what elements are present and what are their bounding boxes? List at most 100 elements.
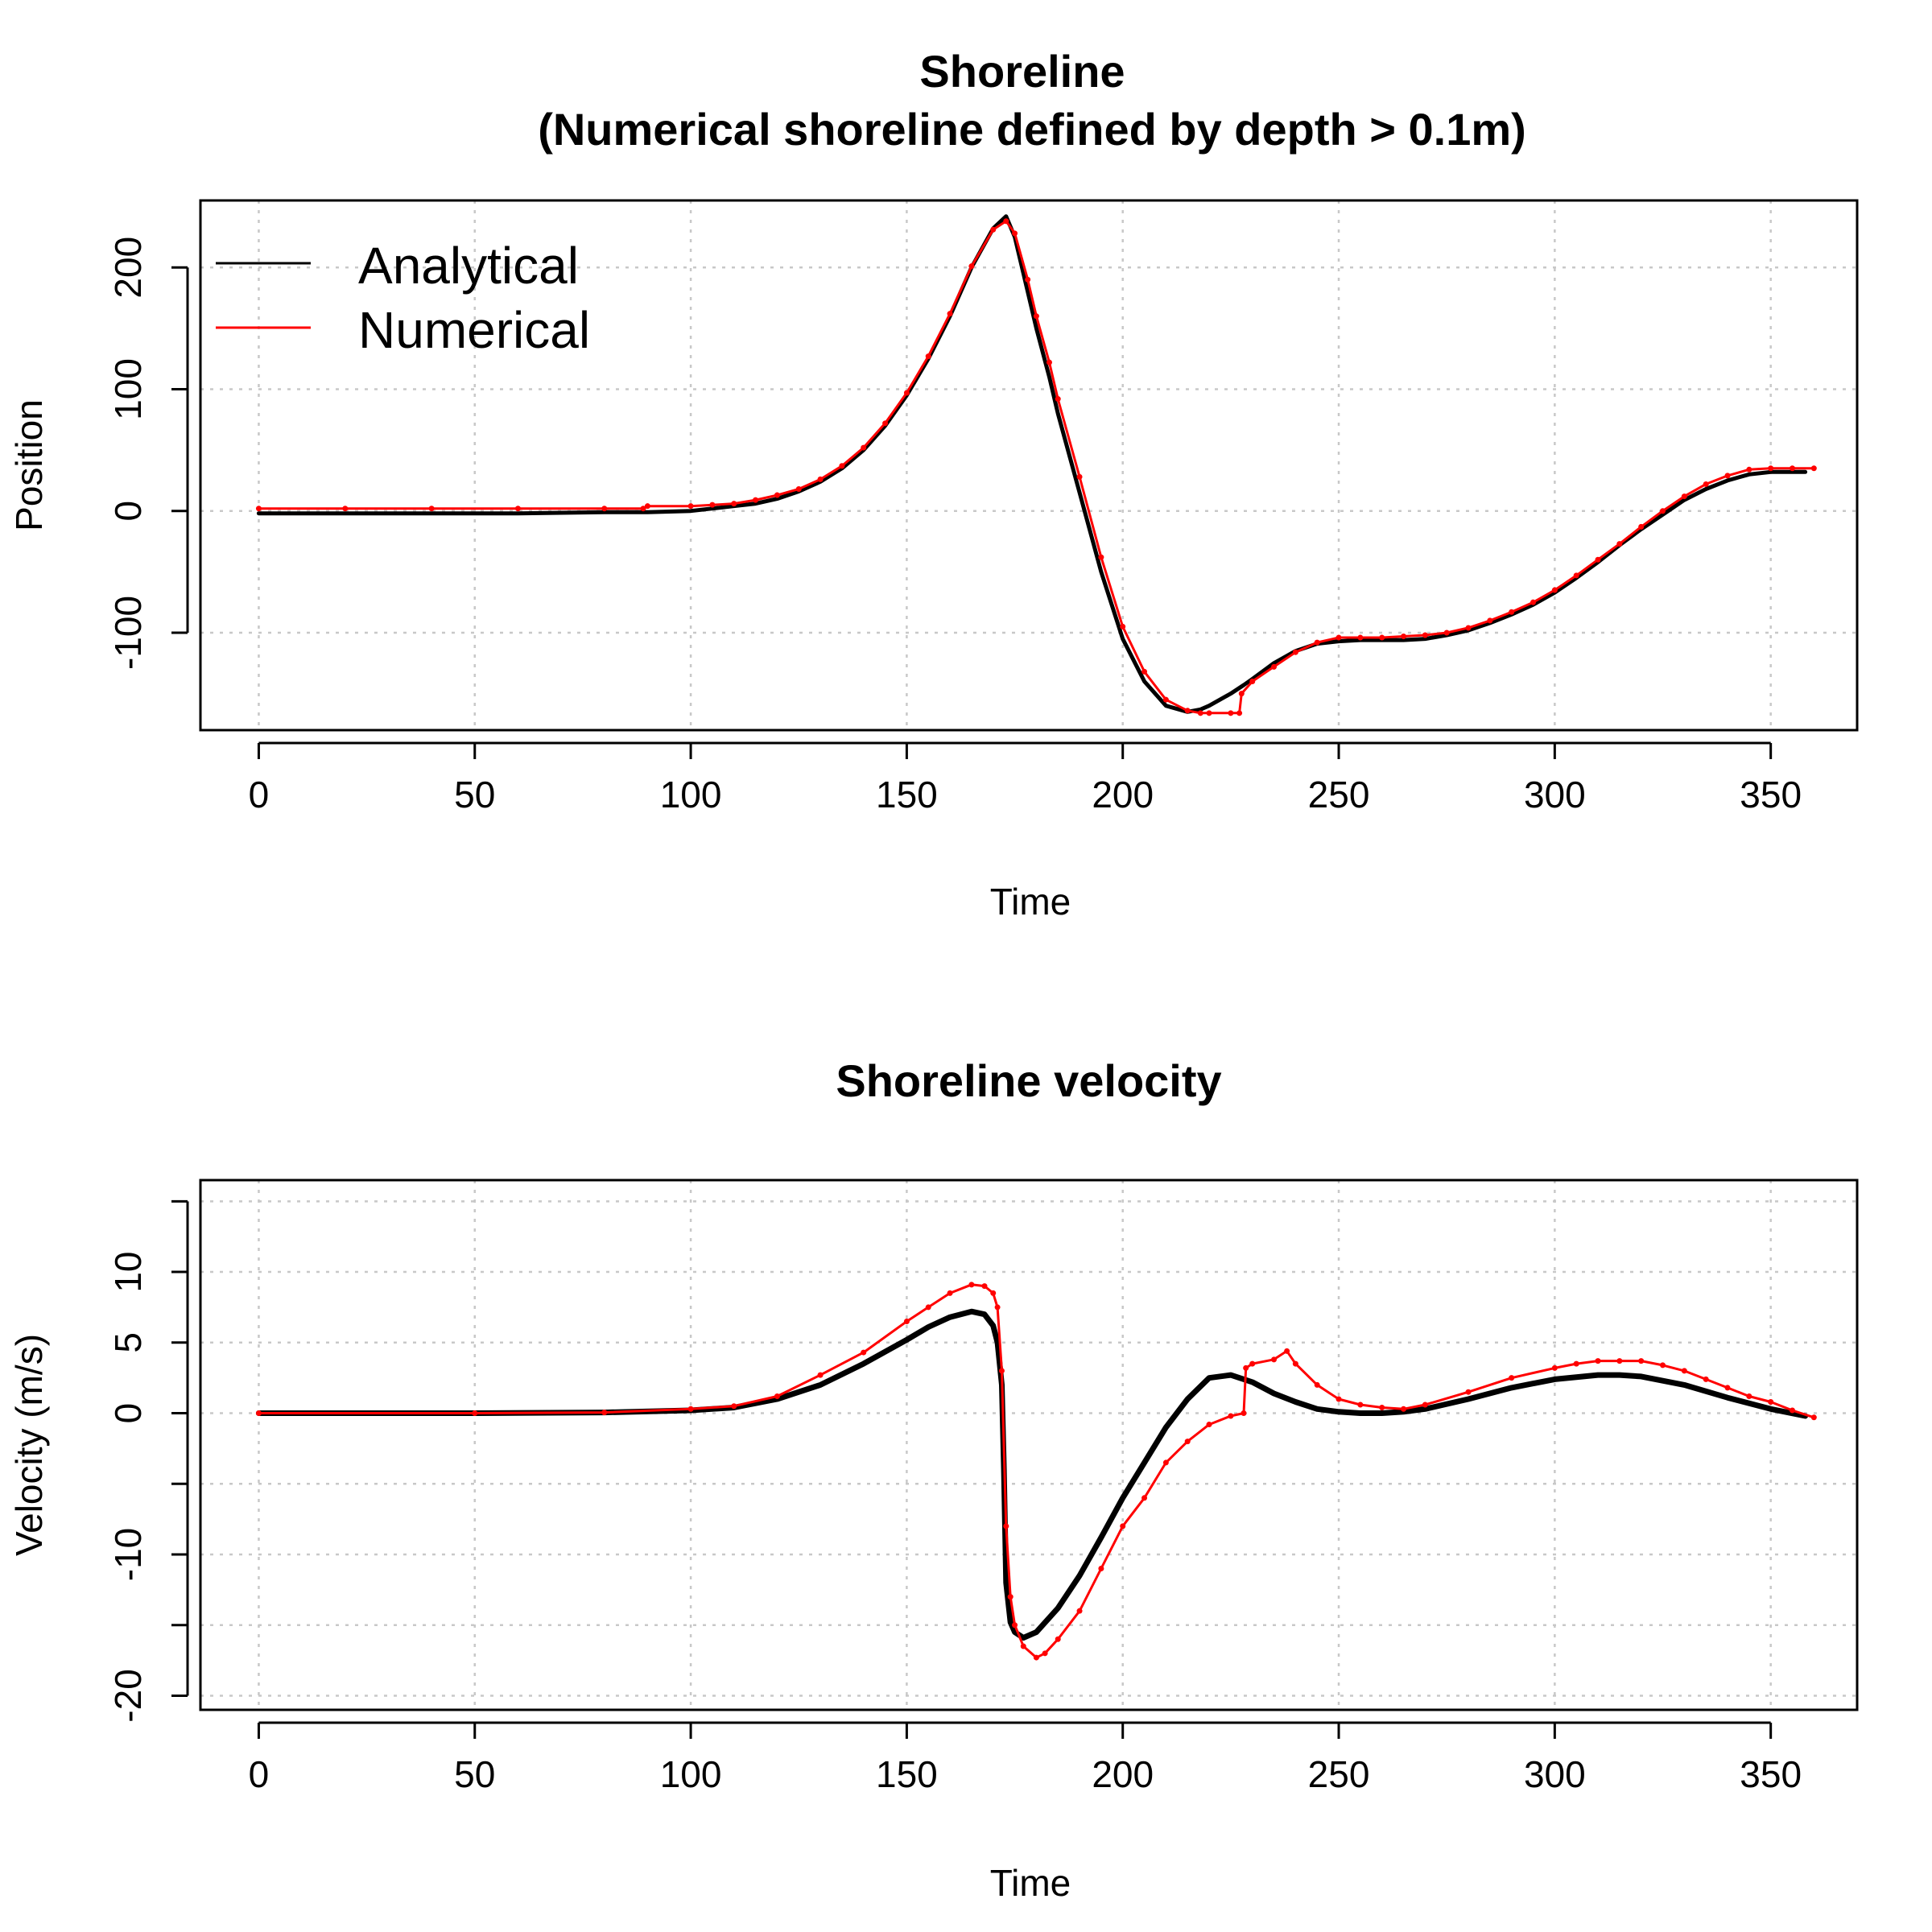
position-numerical-point <box>1238 691 1245 697</box>
position-numerical-point <box>1810 465 1817 472</box>
position-numerical-point <box>882 420 889 427</box>
velocity-chart-title: Shoreline velocity <box>836 1055 1221 1106</box>
position-plot-frame <box>199 199 1859 732</box>
position-numerical-point <box>1703 481 1709 487</box>
velocity-numerical-point <box>1465 1389 1472 1395</box>
position-numerical-point <box>1271 663 1278 670</box>
position-numerical-point <box>795 485 802 492</box>
position-numerical-point <box>947 311 953 317</box>
legend-label-analytical: Analytical <box>358 237 579 295</box>
velocity-numerical-point <box>994 1304 1001 1311</box>
position-x-tick-label: 300 <box>1524 774 1586 815</box>
velocity-x-tick-label: 150 <box>876 1753 938 1795</box>
position-numerical-point <box>903 390 910 396</box>
position-numerical-point <box>1530 599 1537 605</box>
position-numerical-point <box>1184 708 1191 714</box>
velocity-numerical-point <box>1509 1375 1515 1381</box>
position-y-tick-label: 200 <box>107 237 149 299</box>
position-numerical-point <box>1098 554 1104 560</box>
velocity-series-numerical <box>257 1283 1815 1659</box>
position-numerical-point <box>687 503 694 510</box>
velocity-numerical-point <box>731 1403 737 1410</box>
velocity-numerical-point <box>990 1290 997 1296</box>
position-series-numerical <box>257 220 1815 715</box>
velocity-numerical-point <box>1284 1348 1290 1354</box>
velocity-y-tick-label: -20 <box>107 1669 149 1722</box>
position-numerical-point <box>1162 696 1169 703</box>
position-grid <box>200 200 1857 730</box>
position-y-tick-label: -100 <box>107 596 149 670</box>
position-y-tick-label: 100 <box>107 358 149 420</box>
velocity-numerical-point <box>472 1410 478 1417</box>
velocity-numerical-point <box>1790 1407 1796 1414</box>
position-numerical-point <box>1003 218 1009 225</box>
velocity-x-tick-label: 50 <box>454 1753 495 1795</box>
velocity-numerical-point <box>1184 1439 1191 1445</box>
velocity-numerical-point <box>1768 1398 1774 1405</box>
velocity-numerical-point <box>1141 1495 1148 1501</box>
position-numerical-point <box>1236 710 1243 716</box>
position-numerical-point <box>1573 572 1579 579</box>
velocity-numerical-point <box>1422 1402 1428 1408</box>
velocity-numerical-point <box>981 1283 988 1290</box>
position-numerical-point <box>1249 678 1256 684</box>
position-x-tick-label: 200 <box>1092 774 1154 815</box>
position-chart-subtitle: (Numerical shoreline defined by depth > … <box>538 104 1526 155</box>
velocity-y-tick-label: -10 <box>107 1528 149 1581</box>
position-numerical-point <box>1335 634 1342 641</box>
velocity-y-tick-label: 5 <box>107 1332 149 1353</box>
velocity-x-tick-label: 0 <box>249 1753 270 1795</box>
position-numerical-point <box>1206 710 1212 716</box>
position-numerical-point <box>839 463 845 469</box>
velocity-plot-frame <box>199 1179 1859 1711</box>
position-x-tick-label: 350 <box>1740 774 1802 815</box>
velocity-numerical-point <box>1660 1362 1666 1368</box>
position-x-axis-label: Time <box>990 881 1071 923</box>
position-numerical-point <box>753 497 759 503</box>
velocity-series-analytical <box>255 1308 1809 1641</box>
position-y-tick-label: 0 <box>107 501 149 522</box>
position-numerical-point <box>1046 359 1052 365</box>
velocity-numerical-point <box>1551 1364 1558 1371</box>
position-panel: Shoreline (Numerical shoreline defined b… <box>8 46 1859 923</box>
velocity-grid <box>200 1180 1857 1710</box>
position-numerical-point <box>1314 639 1320 646</box>
position-numerical-point <box>774 492 780 498</box>
velocity-x-axis-label: Time <box>990 1862 1071 1904</box>
legend: Analytical Numerical <box>216 237 590 359</box>
position-numerical-point <box>1465 625 1472 631</box>
velocity-numerical-point <box>1033 1654 1039 1661</box>
velocity-numerical-point <box>1206 1422 1212 1428</box>
velocity-numerical-point <box>1616 1358 1623 1364</box>
velocity-numerical-point <box>968 1282 975 1288</box>
velocity-numerical-point <box>687 1406 694 1412</box>
position-numerical-point <box>1487 617 1493 624</box>
velocity-numerical-point <box>1271 1356 1278 1363</box>
position-numerical-point <box>925 353 931 360</box>
velocity-numerical-point <box>1243 1364 1249 1371</box>
velocity-x-tick-label: 200 <box>1092 1753 1154 1795</box>
position-numerical-point <box>428 506 435 512</box>
position-numerical-point <box>1443 630 1450 636</box>
velocity-x-tick-label: 350 <box>1740 1753 1802 1795</box>
position-numerical-point <box>342 506 349 512</box>
velocity-numerical-point <box>947 1290 953 1296</box>
position-numerical-point <box>731 501 737 507</box>
velocity-numerical-point <box>1120 1523 1126 1530</box>
position-numerical-point <box>709 502 716 508</box>
position-numerical-point <box>1141 668 1148 675</box>
position-numerical-point <box>514 506 521 512</box>
position-numerical-point <box>644 503 650 510</box>
position-x-axis: 0 50 100 150 200 250 300 350 <box>249 741 1802 815</box>
velocity-numerical-point <box>1012 1622 1018 1629</box>
position-series-layer <box>255 214 1817 716</box>
velocity-numerical-point <box>861 1349 867 1356</box>
legend-label-numerical: Numerical <box>358 301 590 359</box>
velocity-numerical-point <box>1314 1381 1320 1388</box>
position-numerical-point <box>1746 466 1752 473</box>
velocity-numerical-point <box>1020 1643 1026 1649</box>
position-numerical-point <box>1595 556 1601 563</box>
position-x-tick-label: 0 <box>249 774 270 815</box>
position-numerical-point <box>1660 508 1666 514</box>
velocity-numerical-point <box>1003 1523 1009 1530</box>
